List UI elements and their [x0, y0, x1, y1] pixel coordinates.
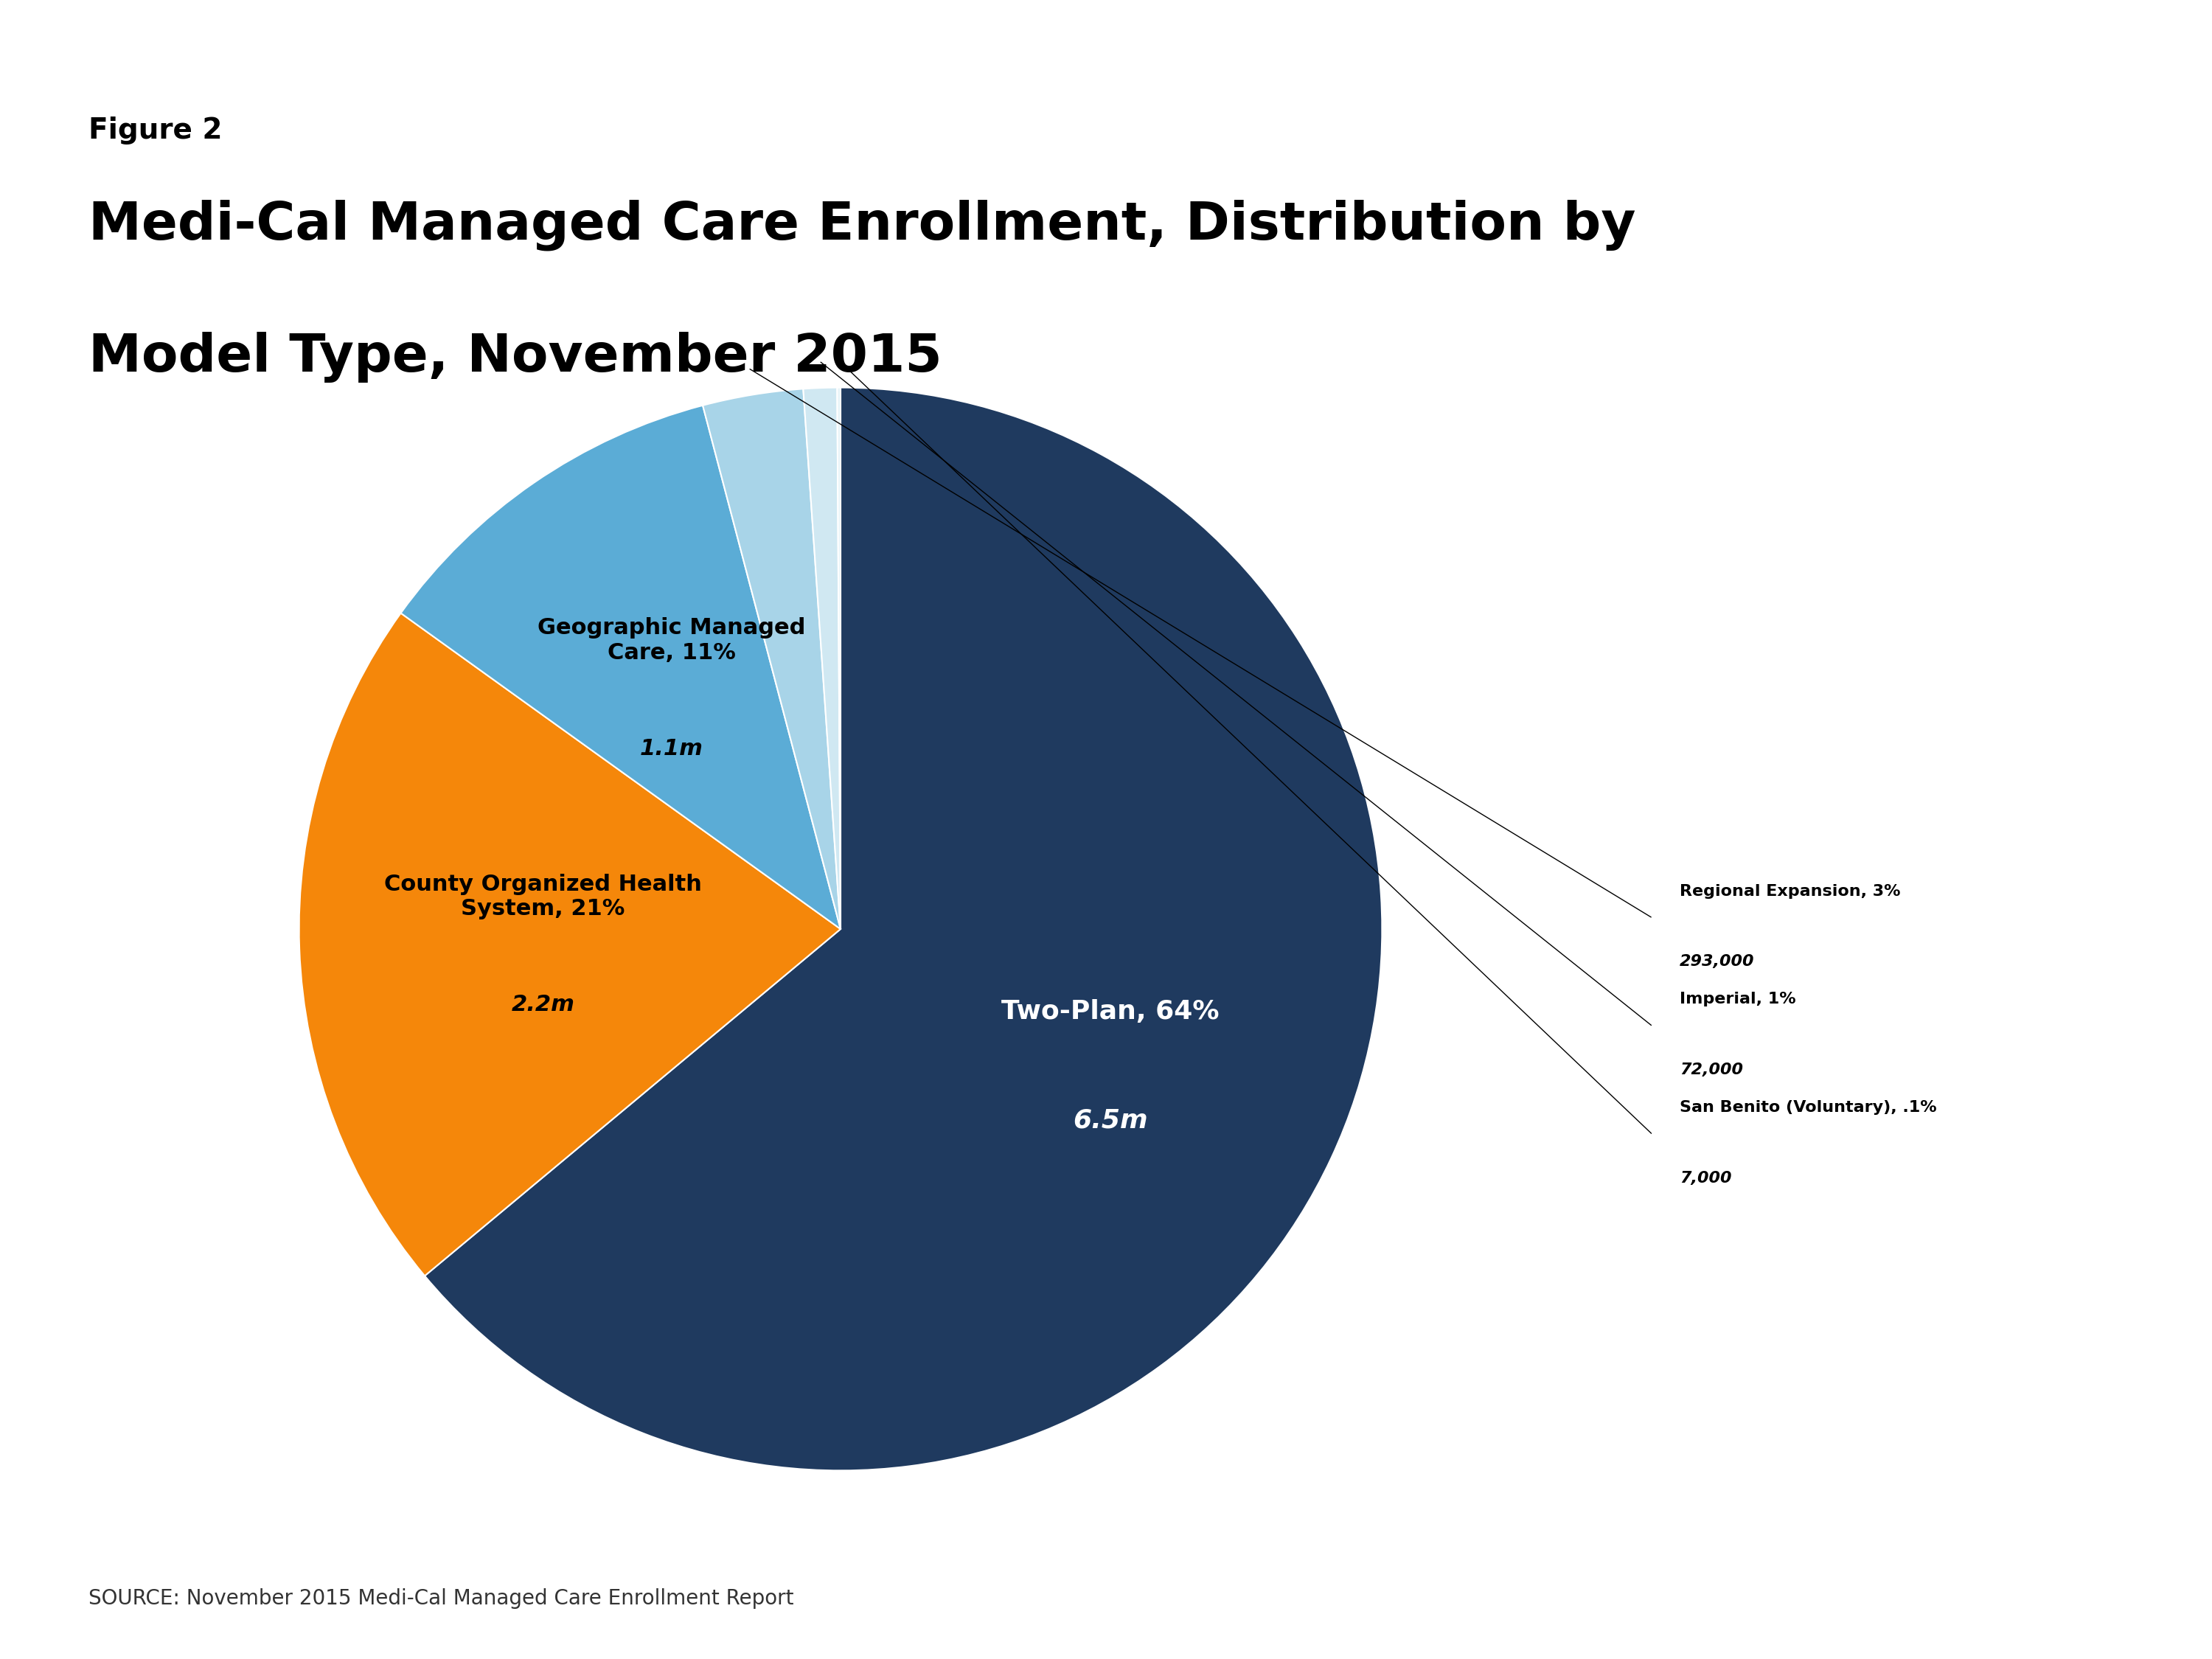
Text: 1.1m: 1.1m [639, 738, 703, 760]
Text: Model Type, November 2015: Model Type, November 2015 [88, 332, 942, 383]
Wedge shape [299, 614, 841, 1276]
Wedge shape [425, 388, 1382, 1470]
Text: Figure 2: Figure 2 [88, 116, 221, 144]
Text: 6.5m: 6.5m [1073, 1108, 1148, 1133]
Text: 7,000: 7,000 [1679, 1171, 1732, 1186]
Text: 72,000: 72,000 [1679, 1062, 1743, 1077]
Text: San Benito (Voluntary), .1%: San Benito (Voluntary), .1% [1679, 1100, 1938, 1115]
Wedge shape [803, 388, 841, 929]
Text: Medi-Cal Managed Care Enrollment, Distribution by: Medi-Cal Managed Care Enrollment, Distri… [88, 199, 1635, 251]
Text: Geographic Managed
Care, 11%: Geographic Managed Care, 11% [538, 617, 805, 664]
Text: THE HENRY J.: THE HENRY J. [1949, 1488, 2033, 1498]
Text: Imperial, 1%: Imperial, 1% [1679, 992, 1796, 1007]
Text: FAMILY: FAMILY [1955, 1564, 2026, 1581]
Text: 293,000: 293,000 [1679, 954, 1754, 969]
Wedge shape [836, 388, 841, 929]
Wedge shape [703, 388, 841, 929]
Text: FOUNDATION: FOUNDATION [1949, 1608, 2033, 1618]
Wedge shape [400, 405, 841, 929]
Text: Two-Plan, 64%: Two-Plan, 64% [1002, 999, 1219, 1025]
Text: Regional Expansion, 3%: Regional Expansion, 3% [1679, 884, 1900, 899]
Text: 2.2m: 2.2m [511, 994, 575, 1015]
Text: SOURCE: November 2015 Medi-Cal Managed Care Enrollment Report: SOURCE: November 2015 Medi-Cal Managed C… [88, 1589, 794, 1609]
Text: County Organized Health
System, 21%: County Organized Health System, 21% [385, 873, 701, 919]
Text: KAISER: KAISER [1953, 1525, 2028, 1541]
